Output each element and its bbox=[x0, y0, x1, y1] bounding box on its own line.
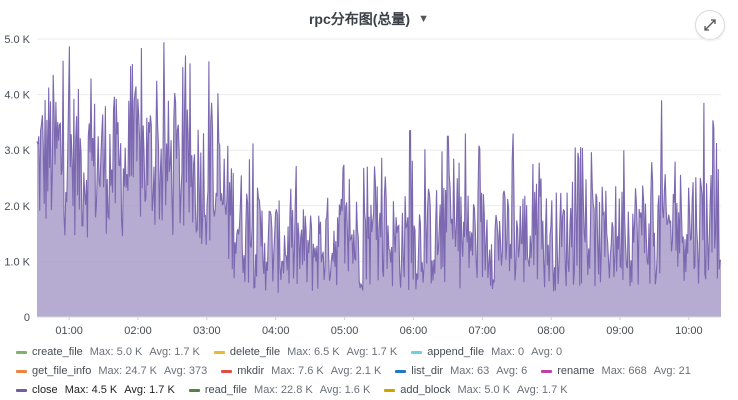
expand-button[interactable] bbox=[695, 10, 725, 40]
x-tick-label: 01:00 bbox=[55, 325, 83, 337]
y-tick-label: 0 bbox=[24, 312, 30, 324]
legend-avg: Avg: 1.7 K bbox=[149, 346, 200, 358]
y-tick-label: 3.0 K bbox=[4, 145, 30, 157]
legend-series-name: rename bbox=[557, 365, 595, 377]
legend-swatch bbox=[16, 351, 27, 354]
legend-max: Max: 22.8 K bbox=[254, 384, 313, 396]
y-tick-label: 1.0 K bbox=[4, 256, 30, 268]
legend-series-name: delete_file bbox=[229, 346, 281, 358]
legend-swatch bbox=[188, 389, 200, 392]
legend-item-create_file[interactable]: create_file Max: 5.0 K Avg: 1.7 K bbox=[16, 343, 200, 362]
legend-item-add_block[interactable]: add_block Max: 5.0 K Avg: 1.7 K bbox=[384, 381, 568, 400]
chart-area[interactable]: 0 1.0 K 2.0 K 3.0 K 4.0 K 5.0 K 01:00 02:00 03:0… bbox=[0, 0, 738, 340]
legend-swatch bbox=[16, 389, 27, 392]
legend-max: Max: 0 bbox=[491, 346, 525, 358]
x-tick-label: 06:00 bbox=[400, 325, 428, 337]
x-tick-label: 08:00 bbox=[537, 325, 565, 337]
legend-swatch bbox=[411, 351, 423, 354]
legend-swatch bbox=[221, 370, 233, 373]
x-tick-label: 02:00 bbox=[124, 325, 152, 337]
legend-series-name: close bbox=[32, 384, 58, 396]
y-tick-label: 4.0 K bbox=[4, 90, 30, 102]
x-tick-label: 03:00 bbox=[193, 325, 221, 337]
legend-item-close[interactable]: close Max: 4.5 K Avg: 1.7 K bbox=[16, 381, 175, 400]
legend-avg: Avg: 373 bbox=[164, 365, 208, 377]
legend-item-delete_file[interactable]: delete_file Max: 6.5 K Avg: 1.7 K bbox=[213, 343, 398, 362]
legend-max: Max: 5.0 K bbox=[89, 346, 143, 358]
expand-icon bbox=[704, 19, 716, 31]
legend-row: get_file_info Max: 24.7 K Avg: 373 mkdir Max… bbox=[16, 362, 731, 381]
legend-series-name: append_file bbox=[427, 346, 485, 358]
panel-title[interactable]: rpc分布图(总量) bbox=[308, 11, 411, 27]
legend-series-name: read_file bbox=[204, 384, 248, 396]
x-tick-label: 09:00 bbox=[606, 325, 634, 337]
legend-max: Max: 6.5 K bbox=[287, 346, 340, 358]
legend-series-name: mkdir bbox=[237, 365, 265, 377]
panel-header: rpc分布图(总量) ▼ bbox=[0, 8, 738, 30]
legend-avg: Avg: 2.1 K bbox=[330, 365, 382, 377]
series-line-close bbox=[36, 42, 722, 293]
legend-item-append_file[interactable]: append_file Max: 0 Avg: 0 bbox=[411, 343, 562, 362]
legend-series-name: create_file bbox=[32, 346, 83, 358]
x-tick-label: 10:00 bbox=[675, 325, 703, 337]
legend-item-get_file_info[interactable]: get_file_info Max: 24.7 K Avg: 373 bbox=[16, 362, 207, 381]
legend-series-name: list_dir bbox=[411, 365, 444, 377]
legend-swatch bbox=[395, 370, 407, 373]
legend-avg: Avg: 6 bbox=[496, 365, 528, 377]
legend-max: Max: 4.5 K bbox=[64, 384, 118, 396]
legend-item-rename[interactable]: rename Max: 668 Avg: 21 bbox=[541, 362, 691, 381]
x-tick-label: 07:00 bbox=[469, 325, 497, 337]
legend-avg: Avg: 0 bbox=[531, 346, 563, 358]
legend-max: Max: 7.6 K bbox=[271, 365, 324, 377]
legend-swatch bbox=[213, 351, 225, 354]
legend-avg: Avg: 1.6 K bbox=[319, 384, 371, 396]
legend-row: close Max: 4.5 K Avg: 1.7 K read_file Max: 2… bbox=[16, 381, 731, 400]
legend-swatch bbox=[541, 370, 553, 373]
legend-avg: Avg: 1.7 K bbox=[517, 384, 568, 396]
x-tick-label: 04:00 bbox=[262, 325, 290, 337]
title-dropdown-icon[interactable]: ▼ bbox=[418, 13, 429, 25]
legend-max: Max: 5.0 K bbox=[457, 384, 511, 396]
legend-avg: Avg: 1.7 K bbox=[346, 346, 398, 358]
legend-item-mkdir[interactable]: mkdir Max: 7.6 K Avg: 2.1 K bbox=[221, 362, 381, 381]
legend-series-name: add_block bbox=[400, 384, 451, 396]
legend-avg: Avg: 21 bbox=[653, 365, 691, 377]
legend-series-name: get_file_info bbox=[32, 365, 92, 377]
legend-swatch bbox=[16, 370, 27, 373]
legend-max: Max: 668 bbox=[601, 365, 647, 377]
legend-swatch bbox=[384, 389, 396, 392]
y-tick-label: 2.0 K bbox=[4, 201, 30, 213]
legend-item-read_file[interactable]: read_file Max: 22.8 K Avg: 1.6 K bbox=[188, 381, 371, 400]
legend-max: Max: 63 bbox=[450, 365, 490, 377]
legend-item-list_dir[interactable]: list_dir Max: 63 Avg: 6 bbox=[395, 362, 527, 381]
legend-max: Max: 24.7 K bbox=[98, 365, 158, 377]
legend-avg: Avg: 1.7 K bbox=[124, 384, 175, 396]
y-tick-label: 5.0 K bbox=[4, 34, 30, 46]
x-tick-label: 05:00 bbox=[331, 325, 359, 337]
